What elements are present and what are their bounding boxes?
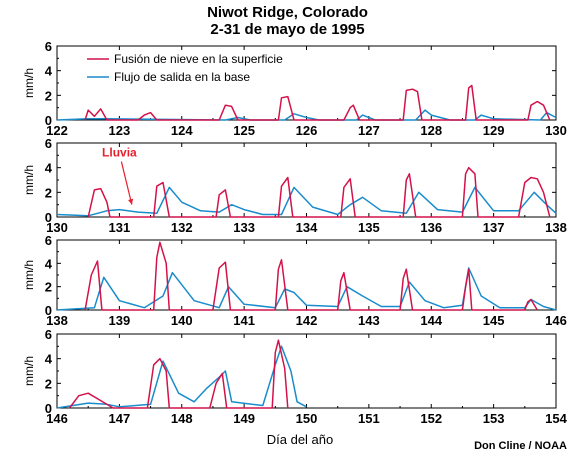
x-tick-label: 129	[483, 123, 505, 138]
y-axis-label: mm/h	[22, 68, 36, 98]
x-tick-label: 134	[296, 220, 318, 235]
y-tick-label: 6	[45, 39, 52, 54]
y-tick-label: 2	[45, 185, 52, 200]
x-tick-label: 154	[545, 411, 567, 426]
panel-frame	[56, 142, 557, 218]
x-tick-label: 140	[171, 313, 193, 328]
y-tick-label: 4	[45, 256, 53, 271]
x-tick-label: 136	[420, 220, 442, 235]
x-tick-label: 132	[171, 220, 193, 235]
x-tick-label: 148	[171, 411, 193, 426]
y-tick-label: 2	[45, 88, 52, 103]
chart-legend: Fusión de nieve en la superficie Flujo de…	[87, 52, 283, 84]
x-tick-label: 133	[233, 220, 255, 235]
x-tick-label: 131	[109, 220, 131, 235]
panel-2: 130 131 132 133 134 135 136 137 138 0 2 4 6 mm/h	[22, 136, 567, 235]
x-tick-label: 146	[46, 411, 68, 426]
x-tick-label: 151	[358, 411, 380, 426]
y-tick-label: 6	[45, 327, 52, 342]
legend-label-melt: Fusión de nieve en la superficie	[114, 52, 283, 66]
panel-1: 122 123 124 125 126 127 128 129 130 0 2 4 6 mm/h	[22, 39, 567, 138]
x-tick-label: 135	[358, 220, 380, 235]
y-axis-label: mm/h	[22, 260, 36, 290]
x-tick-label: 124	[171, 123, 193, 138]
y-tick-label: 0	[45, 401, 52, 416]
rain-annotation-arrowhead	[128, 198, 134, 205]
panel-3: 138 139 140 141 142 143 144 145 146 0 2 4 6 mm/h	[22, 233, 567, 328]
x-tick-label: 152	[420, 411, 442, 426]
x-tick-label: 123	[109, 123, 131, 138]
y-tick-label: 6	[45, 233, 52, 248]
rain-annotation: Lluvia	[102, 146, 137, 160]
panel-4: 146 147 148 149 150 151 152 153 154 0 2 4 6 mm/h	[22, 327, 568, 426]
x-tick-label: 141	[233, 313, 255, 328]
y-tick-label: 2	[45, 280, 52, 295]
rain-annotation-arrow	[120, 161, 133, 205]
y-tick-label: 0	[45, 113, 52, 128]
y-tick-label: 4	[45, 352, 53, 367]
x-tick-label: 122	[46, 123, 68, 138]
panel-frame	[56, 239, 557, 311]
legend-label-outflow: Flujo de salida en la base	[114, 70, 250, 84]
x-axis-label: Día del año	[267, 432, 334, 447]
x-tick-label: 138	[46, 313, 68, 328]
panel-frame	[56, 45, 557, 121]
chart-title-block: Niwot Ridge, Colorado 2-31 de mayo de 19…	[0, 4, 575, 38]
x-tick-label: 130	[545, 123, 567, 138]
chart-title: Niwot Ridge, Colorado	[207, 4, 368, 21]
x-tick-label: 130	[46, 220, 68, 235]
y-tick-label: 4	[45, 64, 53, 79]
y-tick-label: 2	[45, 376, 52, 391]
y-tick-label: 4	[45, 161, 53, 176]
y-axis-label: mm/h	[22, 165, 36, 195]
x-tick-label: 138	[545, 220, 567, 235]
melt-series-line	[84, 241, 538, 311]
y-tick-label: 0	[45, 210, 52, 225]
outflow-series-line	[56, 345, 307, 409]
melt-series-line	[68, 339, 289, 409]
chart-subtitle: 2-31 de mayo de 1995	[210, 21, 365, 38]
x-tick-label: 139	[109, 313, 131, 328]
credit-label: Don Cline / NOAA	[474, 440, 567, 452]
melt-series-line	[87, 166, 551, 218]
x-tick-label: 149	[233, 411, 255, 426]
x-tick-label: 150	[296, 411, 318, 426]
y-tick-label: 6	[45, 136, 52, 151]
x-tick-label: 143	[358, 313, 380, 328]
x-tick-label: 144	[420, 313, 442, 328]
x-tick-label: 153	[483, 411, 505, 426]
x-tick-label: 137	[483, 220, 505, 235]
x-tick-label: 126	[296, 123, 318, 138]
x-tick-label: 128	[420, 123, 442, 138]
x-tick-label: 146	[545, 313, 567, 328]
x-tick-label: 142	[296, 313, 318, 328]
x-tick-label: 145	[483, 313, 505, 328]
melt-series-line	[84, 84, 551, 121]
x-tick-label: 147	[109, 411, 131, 426]
panel-frame	[56, 333, 557, 409]
x-tick-label: 125	[233, 123, 255, 138]
x-tick-label: 127	[358, 123, 380, 138]
y-tick-label: 0	[45, 303, 52, 318]
y-axis-label: mm/h	[22, 356, 36, 386]
outflow-series-line	[56, 109, 557, 121]
